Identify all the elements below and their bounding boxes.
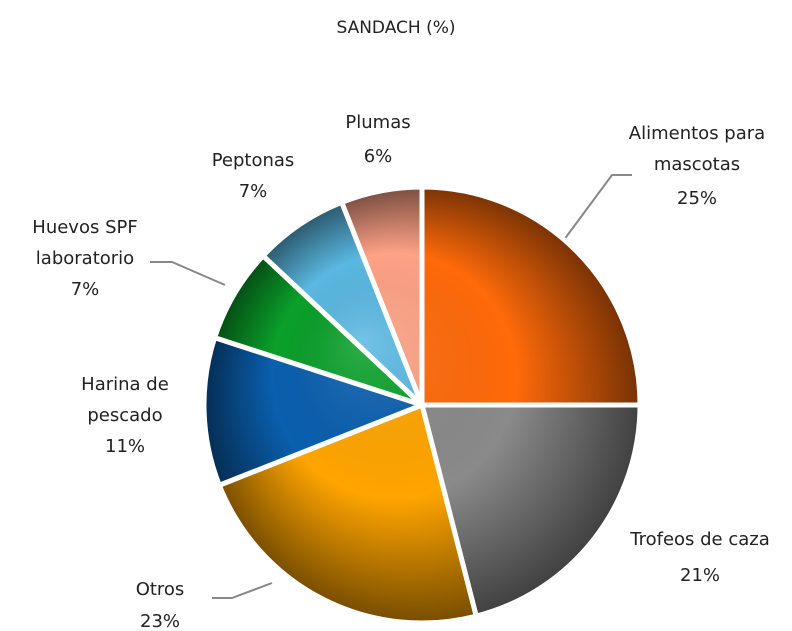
slice-value-label: 6% [363, 146, 393, 167]
slice-label: Alimentos para mascotas [628, 123, 766, 175]
slice-label: Trofeos de caza [630, 529, 770, 550]
slice-label: Huevos SPF laboratorio [32, 217, 138, 269]
slice-value-label: 7% [238, 181, 268, 202]
slice-label: Otros [135, 579, 185, 600]
slice-shade [419, 402, 643, 619]
slice-value-label: 23% [139, 611, 181, 631]
slice-shade [216, 402, 479, 626]
slice-label: Plumas [345, 112, 411, 133]
slice-label: Peptonas [211, 150, 295, 171]
slice-shade [201, 335, 425, 488]
slice-value-label: 11% [104, 436, 146, 457]
slice-label: Harina de pescado [81, 374, 169, 426]
leader-line [554, 174, 632, 253]
slice-value-label: 25% [676, 188, 718, 209]
slice-value-label: 7% [70, 279, 100, 300]
chart-title: SANDACH (%) [336, 18, 456, 38]
leader-line [150, 261, 226, 286]
leader-line [212, 582, 273, 599]
slice-shade [339, 184, 425, 408]
slice-shade [419, 184, 643, 408]
slice-value-label: 21% [679, 565, 721, 586]
